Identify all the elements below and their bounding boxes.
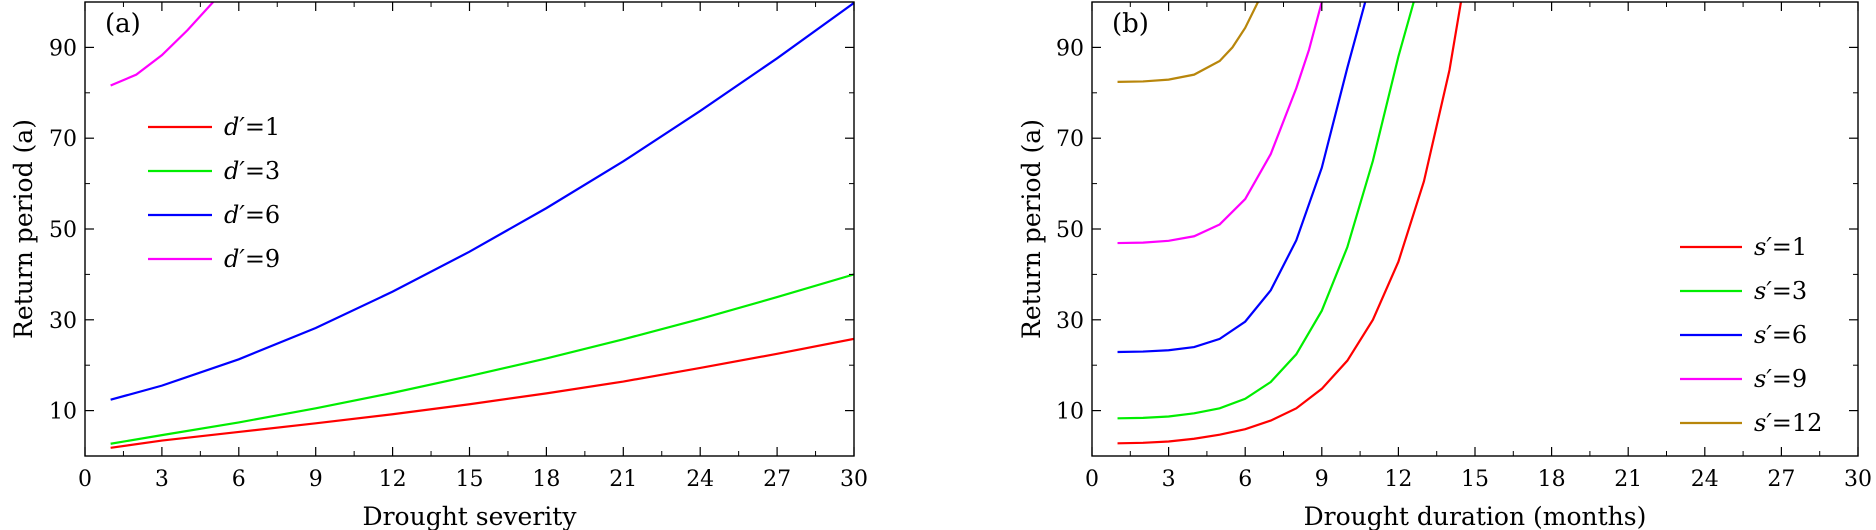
legend-label-4: d′=9 bbox=[224, 245, 280, 273]
x-tick-label: 12 bbox=[1384, 467, 1412, 492]
panel-a: 0 3 6 9 12 15 18 21 24 27 30 10 30 50 70 90 Drought seve… bbox=[9, 1, 868, 530]
x-tick-label: 18 bbox=[532, 467, 560, 492]
x-tick-label: 18 bbox=[1538, 467, 1566, 492]
plot-frame bbox=[1091, 1, 1859, 457]
legend-label-1: s′=1 bbox=[1754, 233, 1807, 261]
series-line-3 bbox=[110, 2, 854, 401]
series-group bbox=[110, 2, 854, 449]
x-tick-label: 21 bbox=[609, 467, 637, 492]
panel-label: (a) bbox=[105, 9, 141, 39]
y-tick-label: 70 bbox=[1056, 127, 1084, 152]
x-tick-label: 15 bbox=[1461, 467, 1489, 492]
series-line-5 bbox=[1117, 2, 1259, 83]
x-tick-label: 30 bbox=[840, 467, 868, 492]
x-tick-label: 27 bbox=[1767, 467, 1795, 492]
legend-label-3: s′=6 bbox=[1754, 321, 1807, 349]
y-tick-label: 10 bbox=[1056, 400, 1084, 425]
y-tick-label: 70 bbox=[49, 127, 77, 152]
x-tick-label: 0 bbox=[1085, 467, 1099, 492]
legend-label-3: d′=6 bbox=[224, 201, 280, 229]
legend: d′=1 d′=3 d′=6 d′=9 bbox=[148, 113, 280, 273]
series-line-4 bbox=[1117, 2, 1323, 245]
panel-b: 0 3 6 9 12 15 18 21 24 27 30 10 30 50 70 90 Drought dura… bbox=[1017, 1, 1872, 530]
x-tick-label: 9 bbox=[309, 467, 323, 492]
y-tick-label: 30 bbox=[49, 309, 77, 334]
x-tick-label: 24 bbox=[686, 467, 714, 492]
x-axis-label: Drought severity bbox=[363, 502, 578, 530]
series-line-3 bbox=[1117, 2, 1367, 354]
y-tick-label: 90 bbox=[49, 36, 77, 61]
plot-frame bbox=[84, 1, 855, 457]
x-axis-label: Drought duration (months) bbox=[1304, 502, 1647, 530]
x-tick-label: 3 bbox=[1162, 467, 1176, 492]
legend-label-2: s′=3 bbox=[1754, 277, 1807, 305]
legend-label-5: s′=12 bbox=[1754, 409, 1822, 437]
y-tick-label: 50 bbox=[1056, 218, 1084, 243]
series-line-2 bbox=[110, 273, 854, 445]
x-tick-label: 0 bbox=[78, 467, 92, 492]
x-tick-label: 21 bbox=[1614, 467, 1642, 492]
x-tick-label: 6 bbox=[232, 467, 246, 492]
x-tick-label: 12 bbox=[379, 467, 407, 492]
y-axis-label: Return period (a) bbox=[1017, 119, 1046, 339]
series-line-4 bbox=[110, 2, 214, 87]
y-tick-label: 10 bbox=[49, 400, 77, 425]
x-tick-label: 6 bbox=[1238, 467, 1252, 492]
x-tick-label: 3 bbox=[155, 467, 169, 492]
legend-label-2: d′=3 bbox=[224, 157, 280, 185]
y-axis-label: Return period (a) bbox=[9, 119, 38, 339]
x-tick-label: 15 bbox=[456, 467, 484, 492]
x-tick-label: 30 bbox=[1844, 467, 1872, 492]
x-tick-label: 27 bbox=[763, 467, 791, 492]
legend-label-1: d′=1 bbox=[224, 113, 280, 141]
y-tick-label: 90 bbox=[1056, 36, 1084, 61]
y-tick-label: 30 bbox=[1056, 309, 1084, 334]
legend: s′=1 s′=3 s′=6 s′=9 s′=12 bbox=[1680, 233, 1822, 437]
legend-label-4: s′=9 bbox=[1754, 365, 1807, 393]
series-line-2 bbox=[1117, 2, 1415, 420]
x-tick-label: 24 bbox=[1691, 467, 1719, 492]
x-tick-label: 9 bbox=[1315, 467, 1329, 492]
panel-label: (b) bbox=[1112, 9, 1149, 39]
series-group bbox=[1117, 2, 1463, 445]
series-line-1 bbox=[110, 337, 854, 449]
series-line-1 bbox=[1117, 2, 1463, 445]
y-tick-label: 50 bbox=[49, 218, 77, 243]
